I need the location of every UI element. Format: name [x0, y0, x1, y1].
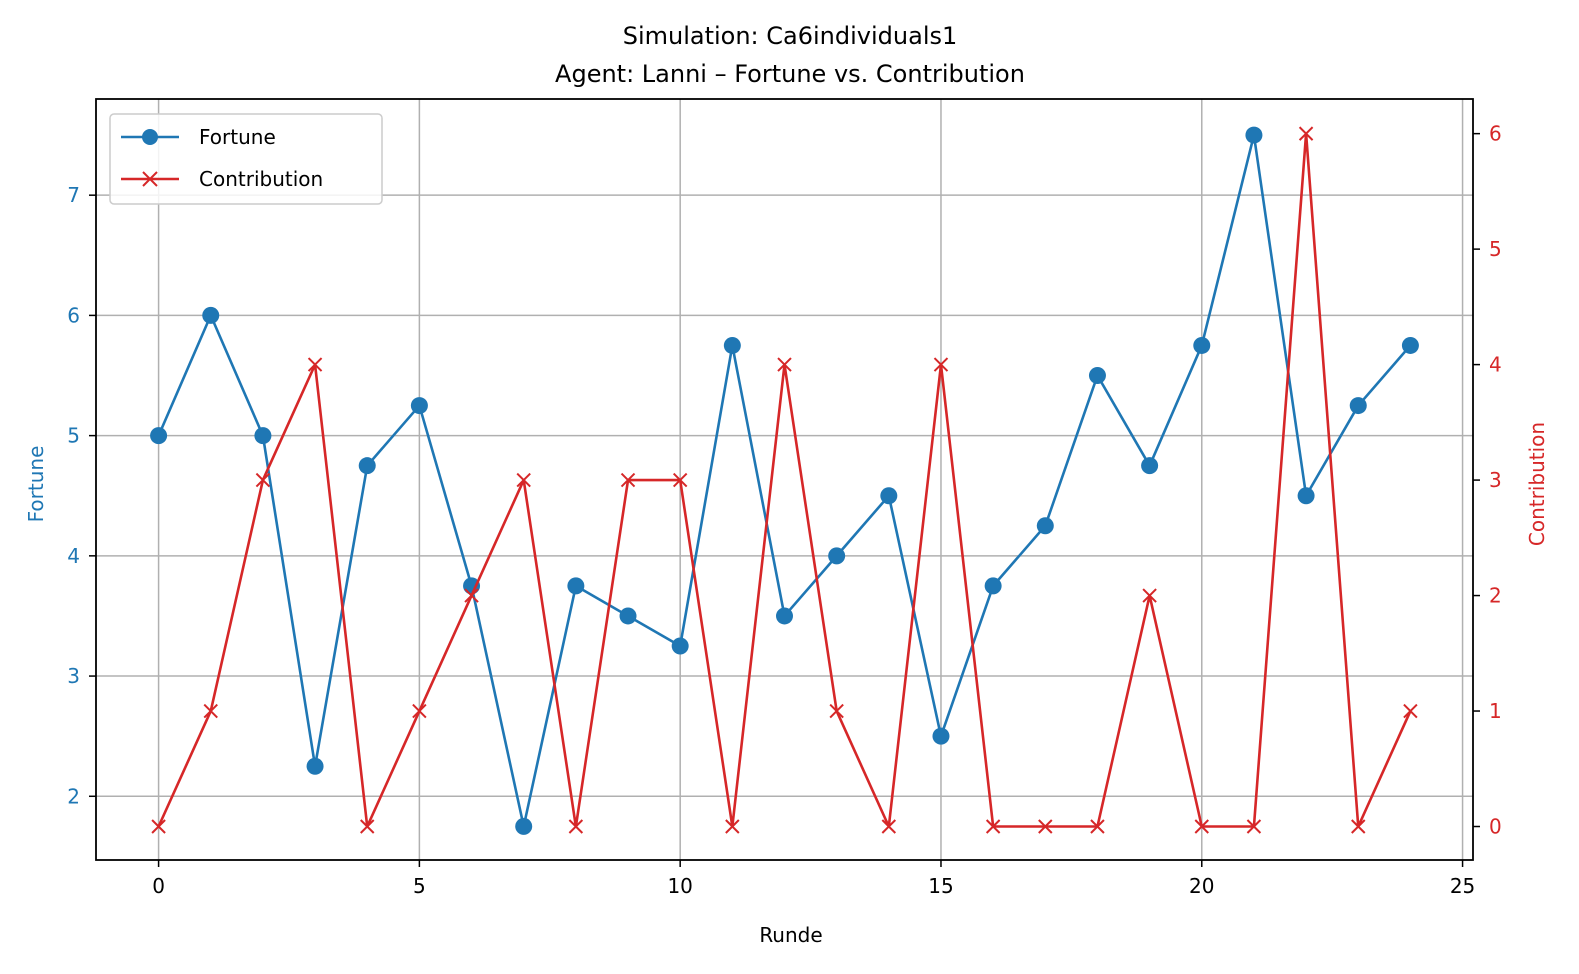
data-point-fortune [358, 457, 376, 475]
data-point-fortune [567, 577, 585, 595]
x-tick-label: 0 [152, 874, 165, 898]
data-point-contribution [412, 703, 427, 719]
data-point-contribution [203, 703, 218, 719]
data-point-contribution [985, 819, 1001, 834]
y-tick-label-right: 0 [1489, 815, 1502, 839]
data-point-contribution [725, 819, 740, 834]
x-tick-label: 10 [667, 874, 692, 898]
data-point-fortune [1141, 457, 1159, 475]
y-tick-label-right: 6 [1489, 122, 1502, 146]
data-point-contribution [1246, 819, 1262, 834]
data-point-fortune [1297, 487, 1315, 505]
data-point-fortune [671, 637, 689, 655]
data-point-contribution [933, 357, 949, 372]
chart-subtitle: Agent: Lanni – Fortune vs. Contribution [555, 60, 1025, 88]
data-point-fortune [410, 397, 428, 415]
data-point-contribution [829, 703, 844, 719]
data-point-contribution [620, 472, 636, 488]
series-layer [150, 126, 1419, 835]
y-tick-label-left: 2 [67, 784, 80, 808]
data-point-fortune [1245, 126, 1263, 144]
x-tick-label: 25 [1450, 874, 1475, 898]
data-point-contribution [1090, 819, 1105, 834]
data-point-contribution [1194, 819, 1209, 834]
y-tick-label-right: 5 [1489, 237, 1502, 261]
data-point-fortune [202, 306, 220, 324]
data-point-contribution [307, 357, 323, 372]
data-point-fortune [880, 487, 898, 505]
legend-label-contribution: Contribution [199, 167, 323, 191]
y-tick-label-left: 5 [67, 424, 80, 448]
data-point-contribution [1403, 703, 1418, 719]
data-point-contribution [516, 472, 531, 488]
y-tick-label-left: 3 [67, 664, 80, 688]
y-tick-label-right: 1 [1489, 699, 1502, 723]
data-point-fortune [1193, 336, 1211, 354]
data-point-fortune [1036, 517, 1054, 535]
data-point-fortune [254, 427, 272, 445]
y-tick-label-left: 6 [67, 303, 80, 327]
y-tick-label-right: 3 [1489, 468, 1502, 492]
data-point-contribution [777, 357, 792, 372]
data-point-fortune [306, 757, 324, 775]
data-point-contribution [1142, 588, 1157, 603]
axes: 0 5 10 15 20 25 2 3 4 5 6 7 0 1 2 3 4 5 6 [67, 98, 1502, 898]
y-tick-label-left: 7 [67, 183, 80, 207]
chart-title: Simulation: Ca6individuals1 [623, 22, 958, 50]
y-axis-label-right: Contribution [1525, 422, 1549, 546]
data-point-contribution [1298, 126, 1314, 141]
data-point-contribution [464, 588, 479, 603]
data-point-fortune [515, 817, 533, 835]
data-point-contribution [151, 819, 166, 834]
legend-marker-fortune [142, 129, 158, 145]
y-tick-label-right: 4 [1489, 353, 1502, 377]
data-point-contribution [255, 472, 271, 488]
x-tick-label: 5 [413, 874, 426, 898]
data-point-fortune [619, 607, 637, 625]
data-point-contribution [360, 819, 375, 834]
legend-label-fortune: Fortune [199, 125, 276, 149]
data-point-fortune [828, 547, 846, 565]
data-point-fortune [150, 427, 168, 445]
y-tick-label-left: 4 [67, 544, 80, 568]
data-point-fortune [1401, 336, 1419, 354]
data-point-fortune [932, 727, 950, 745]
data-point-fortune [1088, 367, 1106, 385]
data-point-fortune [1349, 397, 1367, 415]
x-tick-label: 15 [928, 874, 953, 898]
data-point-contribution [1038, 819, 1053, 834]
data-point-contribution [672, 472, 688, 488]
data-point-contribution [568, 819, 584, 834]
data-point-fortune [776, 607, 793, 625]
data-point-fortune [984, 577, 1002, 595]
data-point-contribution [881, 819, 897, 834]
x-tick-label: 20 [1189, 874, 1214, 898]
legend: Fortune Contribution [109, 113, 383, 205]
legend-marker-contribution [142, 171, 158, 187]
y-axis-label-left: Fortune [24, 446, 48, 523]
data-point-contribution [1351, 819, 1366, 834]
x-axis-label: Runde [759, 923, 822, 947]
y-tick-label-right: 2 [1489, 584, 1502, 608]
data-point-fortune [723, 336, 741, 354]
